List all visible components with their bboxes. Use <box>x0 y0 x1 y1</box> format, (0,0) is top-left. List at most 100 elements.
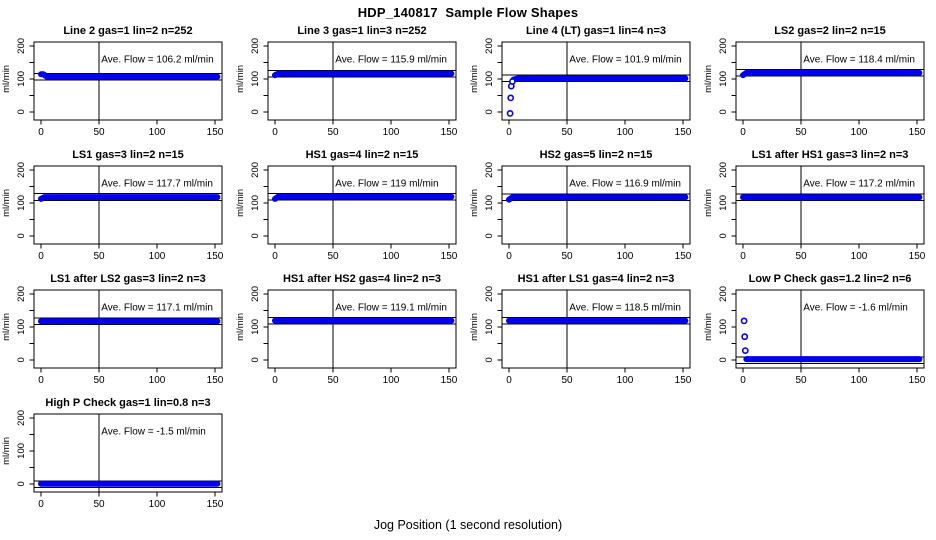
subplot-cell-9: LS1 after LS2 gas=3 lin=2 n=3 Ave. Flow =… <box>0 269 234 393</box>
y-tick-label: 100 <box>484 71 495 87</box>
x-tick-label: 100 <box>617 251 634 262</box>
x-tick-label: 0 <box>38 127 44 138</box>
x-tick-label: 0 <box>38 375 44 386</box>
figure-title: HDP_140817 Sample Flow Shapes <box>357 5 579 20</box>
labels: HS1 after LS1 gas=4 lin=2 n=3 Ave. Flow =… <box>469 273 692 386</box>
y-tick-label: 0 <box>250 233 261 238</box>
y-tick-label: 200 <box>16 38 27 54</box>
ave-flow-label: Ave. Flow = 116.9 ml/min <box>569 178 681 189</box>
x-tick-label: 0 <box>740 127 746 138</box>
y-tick-label: 0 <box>16 481 27 486</box>
y-tick-label: 100 <box>16 443 27 459</box>
y-tick-label: 100 <box>16 71 27 87</box>
plot-box <box>267 165 457 245</box>
labels: HS1 gas=4 lin=2 n=15 Ave. Flow = 119 ml/m… <box>235 149 458 262</box>
subplot-cell-6: HS1 gas=4 lin=2 n=15 Ave. Flow = 119 ml/m… <box>234 145 468 269</box>
subplot-cell-10: HS1 after HS2 gas=4 lin=2 n=3 Ave. Flow =… <box>234 269 468 393</box>
x-tick-label: 50 <box>327 127 339 138</box>
x-tick-label: 100 <box>383 251 400 262</box>
subplot-cell-7: HS2 gas=5 lin=2 n=15 Ave. Flow = 116.9 ml… <box>468 145 702 269</box>
axes <box>263 165 457 249</box>
subplot-12: Low P Check gas=1.2 lin=2 n=6 Ave. Flow =… <box>703 273 926 386</box>
x-tick-label: 100 <box>617 127 634 138</box>
x-tick-label: 150 <box>441 251 458 262</box>
x-tick-label: 150 <box>909 251 926 262</box>
labels: LS1 after HS1 gas=3 lin=2 n=3 Ave. Flow =… <box>703 149 926 262</box>
x-tick-label: 100 <box>851 127 868 138</box>
y-axis-title: ml/min <box>703 313 714 341</box>
x-tick-label: 150 <box>441 127 458 138</box>
subplot-9: LS1 after LS2 gas=3 lin=2 n=3 Ave. Flow =… <box>1 273 224 386</box>
x-tick-label: 150 <box>207 375 224 386</box>
labels: Line 3 gas=1 lin=3 n=252 Ave. Flow = 115.… <box>235 25 458 138</box>
ave-flow-label: Ave. Flow = 117.1 ml/min <box>101 302 213 313</box>
labels: Line 2 gas=1 lin=2 n=252 Ave. Flow = 106.… <box>1 25 224 138</box>
axes <box>731 41 925 125</box>
x-tick-label: 50 <box>93 499 105 510</box>
x-tick-label: 0 <box>740 375 746 386</box>
ave-flow-label: Ave. Flow = 119 ml/min <box>335 178 438 189</box>
y-tick-label: 200 <box>250 286 261 302</box>
subplot-title: Line 3 gas=1 lin=3 n=252 <box>297 25 426 37</box>
subplot-title: LS2 gas=2 lin=2 n=15 <box>774 25 886 37</box>
ave-flow-label: Ave. Flow = 106.2 ml/min <box>101 54 213 65</box>
subplot-cell-1: Line 2 gas=1 lin=2 n=252 Ave. Flow = 106.… <box>0 21 234 145</box>
labels: Low P Check gas=1.2 lin=2 n=6 Ave. Flow =… <box>703 273 926 386</box>
subplot-cell-2: Line 3 gas=1 lin=3 n=252 Ave. Flow = 115.… <box>234 21 468 145</box>
subplot-cell-5: LS1 gas=3 lin=2 n=15 Ave. Flow = 117.7 ml… <box>0 145 234 269</box>
labels: Line 4 (LT) gas=1 lin=4 n=3 Ave. Flow = 1… <box>469 25 692 138</box>
y-axis-title: ml/min <box>469 65 480 93</box>
plot-box <box>33 413 223 493</box>
y-axis-title: ml/min <box>703 189 714 217</box>
y-tick-label: 100 <box>718 195 729 211</box>
x-tick-label: 0 <box>506 127 512 138</box>
y-axis-title: ml/min <box>469 313 480 341</box>
plot-box <box>501 41 691 121</box>
labels: LS1 after LS2 gas=3 lin=2 n=3 Ave. Flow =… <box>1 273 224 386</box>
y-tick-label: 100 <box>718 71 729 87</box>
subplot-cell-8: LS1 after HS1 gas=3 lin=2 n=3 Ave. Flow =… <box>702 145 936 269</box>
labels: HS1 after HS2 gas=4 lin=2 n=3 Ave. Flow =… <box>235 273 458 386</box>
x-tick-label: 150 <box>207 251 224 262</box>
subplot-title: High P Check gas=1 lin=0.8 n=3 <box>45 397 210 409</box>
flow-data-band <box>510 75 689 83</box>
plot-box <box>735 289 925 369</box>
ave-flow-label: Ave. Flow = 115.9 ml/min <box>335 54 447 65</box>
y-axis-title: ml/min <box>235 65 246 93</box>
ave-flow-label: Ave. Flow = 117.2 ml/min <box>803 178 915 189</box>
flow-data-band <box>506 194 689 203</box>
x-tick-label: 150 <box>441 375 458 386</box>
y-tick-label: 200 <box>484 38 495 54</box>
plot-box <box>33 289 223 369</box>
subplot-3: Line 4 (LT) gas=1 lin=4 n=3 Ave. Flow = 1… <box>469 25 692 138</box>
axes <box>497 289 691 373</box>
x-tick-label: 150 <box>207 127 224 138</box>
axes <box>29 289 223 373</box>
x-tick-label: 100 <box>851 251 868 262</box>
subplot-title: Low P Check gas=1.2 lin=2 n=6 <box>749 273 912 285</box>
ave-flow-label: Ave. Flow = 118.5 ml/min <box>569 302 681 313</box>
x-tick-label: 0 <box>740 251 746 262</box>
subplot-2: Line 3 gas=1 lin=3 n=252 Ave. Flow = 115.… <box>235 25 458 138</box>
x-tick-label: 50 <box>795 127 807 138</box>
x-tick-label: 0 <box>38 499 44 510</box>
flow-data-point <box>509 78 516 85</box>
subplot-title: LS1 gas=3 lin=2 n=15 <box>72 149 184 161</box>
labels: LS1 gas=3 lin=2 n=15 Ave. Flow = 117.7 ml… <box>1 149 224 262</box>
subplot-title: HS1 gas=4 lin=2 n=15 <box>306 149 419 161</box>
axes <box>731 165 925 249</box>
ave-flow-label: Ave. Flow = -1.6 ml/min <box>803 302 908 313</box>
y-tick-label: 100 <box>250 195 261 211</box>
y-tick-label: 0 <box>250 357 261 362</box>
subplot-cell-4: LS2 gas=2 lin=2 n=15 Ave. Flow = 118.4 ml… <box>702 21 936 145</box>
x-tick-label: 100 <box>149 251 166 262</box>
x-tick-label: 50 <box>93 375 105 386</box>
x-tick-label: 50 <box>561 375 573 386</box>
flow-data-point <box>740 317 748 325</box>
x-tick-label: 0 <box>272 127 278 138</box>
y-tick-label: 0 <box>718 357 729 362</box>
labels: High P Check gas=1 lin=0.8 n=3 Ave. Flow … <box>1 397 224 510</box>
x-tick-label: 150 <box>909 375 926 386</box>
x-tick-label: 0 <box>38 251 44 262</box>
subplot-cell-3: Line 4 (LT) gas=1 lin=4 n=3 Ave. Flow = 1… <box>468 21 702 145</box>
